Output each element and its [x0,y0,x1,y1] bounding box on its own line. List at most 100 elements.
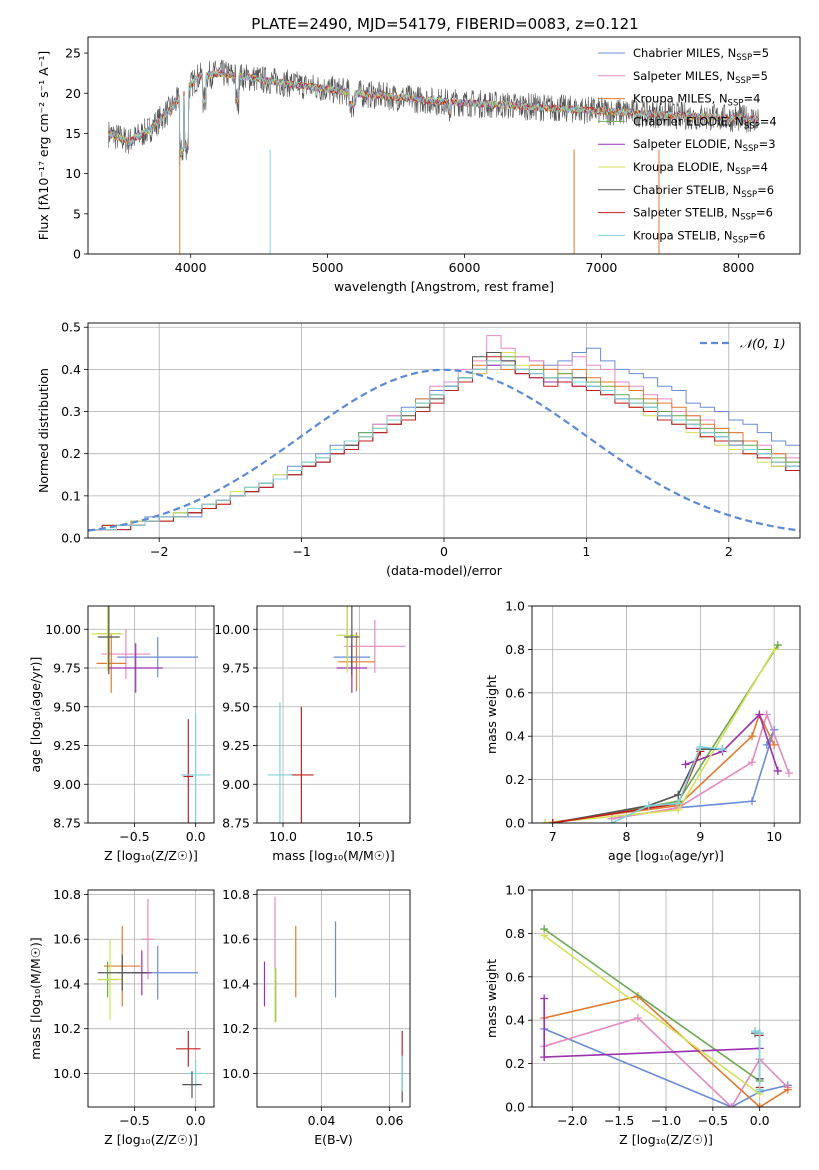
plot-area [91,606,211,823]
y-axis-label: mass [log₁₀(M/M☉)] [28,937,43,1059]
legend-entry: Chabrier STELIB, NSSP=6 [633,183,774,200]
weight-marker [633,1014,642,1023]
y-tick-label: 0.4 [505,1013,525,1028]
y-tick-label: 10.6 [222,932,250,947]
y-tick-label: 25 [65,46,81,61]
weight-line [543,998,760,1058]
y-tick-label: 0 [73,247,81,262]
weight-marker [727,1103,736,1107]
y-tick-label: 8.75 [222,816,250,831]
figure-title: PLATE=2490, MJD=54179, FIBERID=0083, z=0… [251,15,638,33]
legend-tail: =5 [751,69,768,83]
weight-marker [540,931,549,940]
residuals-panel: −2 −1 0 1 2 0.0 0.1 0.2 0.3 0.4 0.5 (data-model)/er… [36,320,801,578]
weight-marker [773,641,782,650]
y-tick-label: 9.50 [53,699,81,714]
legend-tail: =5 [752,46,769,60]
legend-label: Chabrier MILES, N [633,46,736,60]
x-tick-label: 2 [725,544,733,559]
legend-entry: Kroupa ELODIE, NSSP=4 [633,160,768,177]
legend-label: Chabrier STELIB, N [633,183,741,197]
y-tick-label: 9.75 [53,661,81,676]
legend-tail: =6 [757,183,774,197]
weight-marker [674,799,683,808]
axes-frame [87,322,801,539]
legend-tail: =4 [751,160,768,174]
y-tick-label: 0.5 [61,320,81,335]
legend-sub: SSP [735,76,751,86]
axes: −0.5 0.0 10.0 10.2 10.4 10.6 10.8 Z [log₁₀(Z/Z☉… [28,887,215,1147]
weight-line [611,729,775,820]
legend-sub: SSP [728,99,744,109]
weight-marker [755,1085,764,1094]
y-tick-label: 15 [65,126,81,141]
y-tick-label: 0.8 [505,642,525,657]
weight-marker [541,819,550,823]
weight-marker [748,758,757,767]
y-tick-label: 0.2 [505,1056,525,1071]
histogram-series [88,352,800,531]
axes-frame [256,605,411,824]
y-tick-label: 10.0 [222,1066,250,1081]
weight-marker [540,994,549,1003]
legend-label: Salpeter STELIB, N [633,206,740,220]
weight-marker [751,1027,760,1036]
y-tick-label: 10.8 [222,887,250,902]
legend-sub: SSP [735,167,751,177]
legend-entry: Salpeter MILES, NSSP=5 [633,69,768,86]
legend-entry: Salpeter STELIB, NSSP=6 [633,206,773,223]
weight-marker [607,819,616,823]
legend-sub: SSP [736,53,752,63]
y-tick-label: 0.0 [505,816,525,831]
y-tick-label: 0.6 [505,685,525,700]
x-tick-label: −1.5 [604,1113,634,1128]
x-tick-label: −1.0 [651,1113,681,1128]
weight-marker [681,760,690,769]
legend-entry: Chabrier ELODIE, NSSP=4 [633,114,777,131]
plot-area [108,59,760,254]
legend-entry: 𝒩(0, 1) [740,336,786,351]
age-vs-metallicity-panel: −0.5 0.0 8.75 9.00 9.25 9.50 9.75 10.00 Z [log₁₀… [28,605,215,863]
grid [257,890,410,1107]
y-tick-label: 10.6 [53,932,81,947]
y-axis-label: Normed distribution [36,368,51,493]
axes-frame [87,36,801,255]
age-vs-mass-panel: 10.0 10.5 8.75 9.00 9.25 9.50 9.75 10.00 mass [l… [214,605,411,863]
legend-tail: =6 [748,228,765,242]
axes: 0.04 0.06 10.0 10.2 10.4 10.6 10.8 E(B-V) [222,887,411,1147]
x-tick-label: 10.0 [269,829,297,844]
plot-area [263,896,403,1103]
x-axis-label: Z [log₁₀(Z/Z☉)] [104,1132,198,1147]
x-axis-label: Z [log₁₀(Z/Z☉)] [619,1132,713,1147]
histogram-series [88,352,800,531]
weight-marker [783,1085,792,1094]
x-tick-label: 0.04 [308,1113,336,1128]
x-tick-label: 9 [696,829,704,844]
mass-vs-ebv-panel: 0.04 0.06 10.0 10.2 10.4 10.6 10.8 E(B-V) [222,887,411,1147]
x-tick-label: 0.0 [186,829,206,844]
legend-sub: SSP [733,235,749,245]
y-tick-label: 0.2 [505,772,525,787]
y-tick-label: 9.00 [222,777,250,792]
grid [88,323,800,539]
legend-entry: Kroupa STELIB, NSSP=6 [633,228,765,245]
weight-vs-metallicity-panel: −2.0 −1.5 −1.0 −0.5 0.0 0.0 0.2 0.4 0.6 0.8 1.0 Z [… [484,883,801,1147]
x-tick-label: 0 [440,544,448,559]
x-axis-label: Z [log₁₀(Z/Z☉)] [104,848,198,863]
y-tick-label: 8.75 [53,816,81,831]
gaussian-curve [88,368,800,532]
axes: 4000 5000 6000 7000 8000 0 5 10 15 20 25 wavelength… [36,36,801,294]
weight-line [543,1028,788,1107]
axes: −0.5 0.0 8.75 9.00 9.25 9.50 9.75 10.00 Z [log₁₀… [28,605,215,863]
x-axis-label: (data-model)/error [386,563,503,578]
x-tick-label: 7000 [586,260,618,275]
y-tick-label: 0.3 [61,404,81,419]
x-tick-label: 0.0 [186,1113,206,1128]
plot-area [267,606,406,823]
spectrum-line [108,69,759,157]
y-tick-label: 9.50 [222,699,250,714]
weight-line [543,934,761,1095]
weight-marker [696,743,705,752]
y-tick-label: 9.25 [222,738,250,753]
axes-frame [531,605,801,824]
